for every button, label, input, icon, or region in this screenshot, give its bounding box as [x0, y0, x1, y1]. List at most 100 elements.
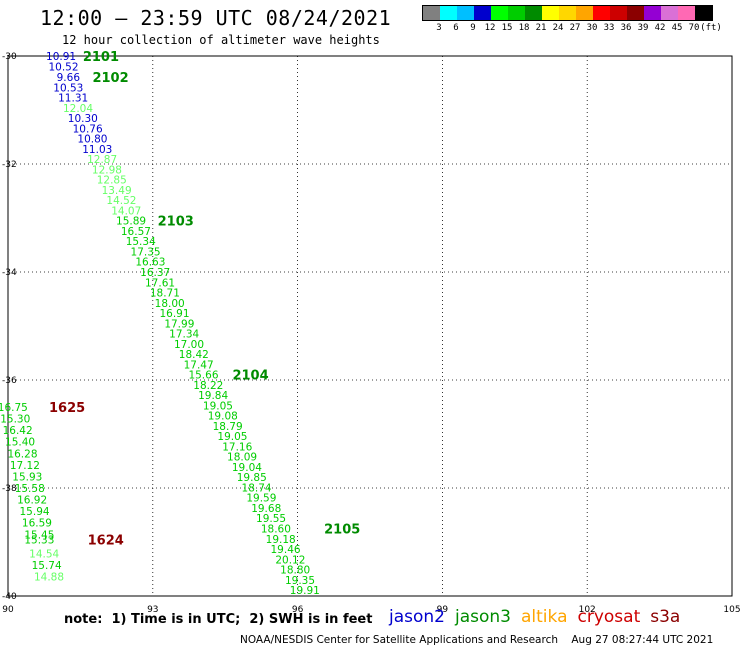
wave-height-label: 17.47 [184, 359, 214, 371]
wave-height-label: 12.87 [87, 154, 117, 166]
y-tick-label: -34 [2, 268, 17, 278]
credit-org: NOAA/NESDIS Center for Satellite Applica… [240, 634, 558, 646]
wave-height-label: 20.12 [275, 554, 305, 566]
color-scale-label: 27 [569, 23, 581, 33]
color-scale-label: 12 [484, 23, 496, 33]
wave-height-label: 9.66 [57, 72, 81, 84]
color-scale-label: 36 [620, 23, 632, 33]
color-swatch [695, 6, 712, 20]
y-tick-label: -32 [2, 160, 17, 170]
wave-height-label: 18.60 [261, 524, 291, 536]
wave-height-label: 16.75 [0, 402, 28, 414]
color-scale-label: 45 [671, 23, 683, 33]
wave-height-label: 13.49 [102, 185, 132, 197]
wave-height-label: 18.09 [227, 452, 257, 464]
color-scale-label: 24 [552, 23, 564, 33]
x-tick-label: 90 [2, 605, 14, 615]
wave-height-label: 18.79 [213, 421, 243, 433]
wave-height-label: 15.66 [188, 370, 218, 382]
wave-height-label: 19.05 [203, 400, 233, 412]
wave-height-label: 19.08 [208, 411, 238, 423]
y-tick-label: -38 [2, 484, 17, 494]
legend-entry-jason2: jason2 [389, 607, 445, 627]
color-scale-legend: 3 6 9 12 15 18 21 24 27 30 33 36 39 42 45 70 (ft) [422, 5, 722, 35]
wave-height-label: 15.58 [15, 483, 45, 495]
pass-time-label: 2105 [324, 523, 360, 538]
wave-height-label: 16.28 [7, 448, 37, 460]
satellite-legend: jason2 jason3 altika cryosat s3a [389, 607, 690, 627]
y-tick-label: -36 [2, 376, 17, 386]
color-swatch [457, 6, 474, 20]
wave-height-label: 19.18 [266, 534, 296, 546]
wave-height-label: 10.76 [73, 123, 103, 135]
wave-height-label: 19.04 [232, 462, 262, 474]
wave-height-label: 19.35 [285, 575, 315, 587]
wave-height-label: 14.52 [106, 195, 136, 207]
wave-height-label: 12.04 [63, 103, 93, 115]
wave-height-label: 16.91 [159, 308, 189, 320]
wave-height-label: 10.30 [68, 113, 98, 125]
wave-height-label: 18.74 [242, 482, 272, 494]
wave-height-label: 15.30 [0, 413, 30, 425]
wave-height-label: 15.34 [126, 236, 156, 248]
color-scale-label: 18 [518, 23, 530, 33]
color-swatch [678, 6, 695, 20]
color-scale-label: 6 [453, 23, 459, 33]
color-scale-label: 15 [501, 23, 513, 33]
x-tick-label: 99 [437, 605, 449, 615]
color-swatch [440, 6, 457, 20]
wave-height-label: 17.61 [145, 277, 175, 289]
wave-height-label: 19.46 [271, 544, 301, 556]
pass-time-label: 2101 [83, 50, 119, 65]
wave-height-label: 19.59 [246, 493, 276, 505]
credit-timestamp: Aug 27 08:27:44 UTC 2021 [571, 634, 714, 646]
wave-height-label: 15.40 [5, 437, 35, 449]
wave-height-label: 19.05 [217, 431, 247, 443]
wave-height-label: 17.00 [174, 339, 204, 351]
wave-height-label: 12.98 [92, 164, 122, 176]
legend-entry-s3a: s3a [650, 607, 681, 627]
wave-height-label: 11.03 [82, 144, 112, 156]
color-scale-label: 39 [637, 23, 649, 33]
x-tick-label: 93 [147, 605, 158, 615]
wave-height-label: 16.42 [3, 425, 33, 437]
chart-title: 12:00 – 23:59 UTC 08/24/2021 [40, 6, 392, 30]
x-tick-label: 102 [579, 605, 596, 615]
color-scale-label: 21 [535, 23, 547, 33]
credit-line: NOAA/NESDIS Center for Satellite Applica… [240, 634, 713, 646]
color-scale-label: 33 [603, 23, 615, 33]
wave-height-label: 14.88 [34, 572, 64, 584]
legend-entry-altika: altika [521, 607, 568, 627]
color-scale-label: 30 [586, 23, 598, 33]
color-swatch [525, 6, 542, 20]
wave-height-label: 10.53 [53, 82, 83, 94]
wave-height-label: 19.84 [198, 390, 228, 402]
wave-height-label: 15.93 [12, 472, 42, 484]
color-scale-label: (ft) [700, 23, 722, 33]
color-scale-label: 42 [654, 23, 666, 33]
wave-height-label: 18.42 [179, 349, 209, 361]
wave-height-label: 17.12 [10, 460, 40, 472]
wave-height-label: 17.35 [131, 246, 161, 258]
plot-frame [7, 55, 733, 597]
color-swatch [576, 6, 593, 20]
color-swatch [542, 6, 559, 20]
color-swatch [423, 6, 440, 20]
wave-height-label: 19.85 [237, 472, 267, 484]
wave-height-label: 16.63 [135, 257, 165, 269]
legend-entry-jason3: jason3 [455, 607, 511, 627]
pass-time-label: 1624 [88, 533, 124, 548]
wave-height-label: 16.59 [22, 518, 52, 530]
wave-height-label: 17.99 [164, 318, 194, 330]
wave-height-label: 10.80 [77, 134, 107, 146]
x-tick-label: 96 [292, 605, 304, 615]
color-swatch [559, 6, 576, 20]
color-scale-labels: 3 6 9 12 15 18 21 24 27 30 33 36 39 42 45 70 (ft) [422, 21, 722, 35]
wave-height-label: 18.00 [155, 298, 185, 310]
footnote: note: 1) Time is in UTC; 2) SWH is in fe… [64, 612, 373, 627]
wave-height-label: 15.74 [32, 560, 62, 572]
wave-height-label: 11.31 [58, 93, 88, 105]
wave-height-label: 12.85 [97, 175, 127, 187]
color-scale-label: 3 [436, 23, 442, 33]
